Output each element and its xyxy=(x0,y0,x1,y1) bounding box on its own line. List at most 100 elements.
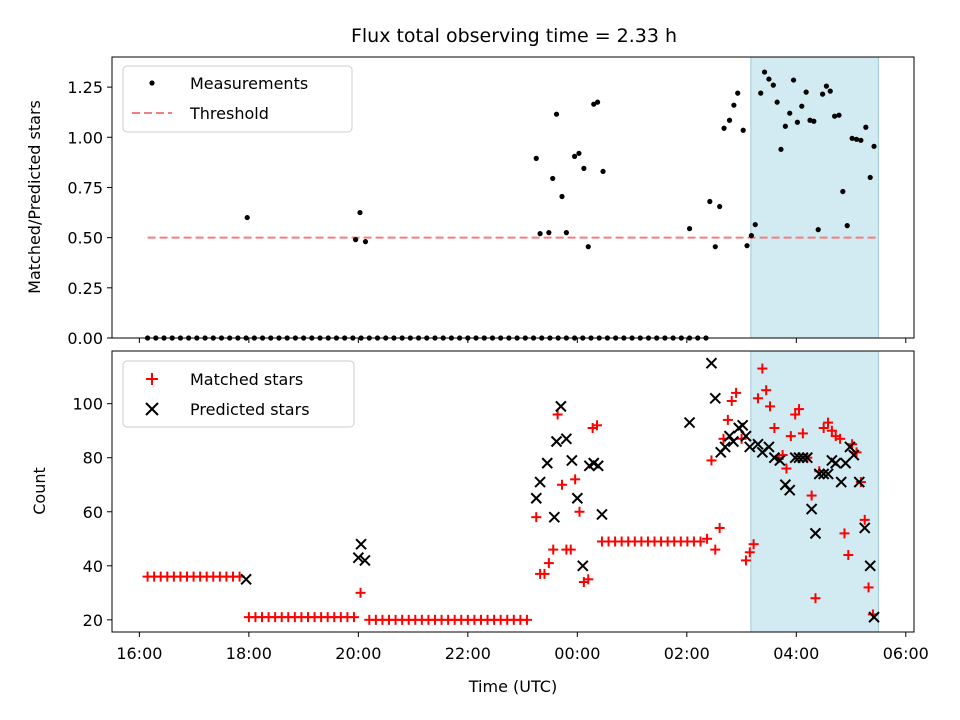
top-observing-span xyxy=(750,56,879,339)
predicted-star-marker xyxy=(719,441,731,453)
predicted-star-marker xyxy=(859,522,871,534)
matched-star-marker xyxy=(539,568,550,579)
bottom-y-tick-label: 20 xyxy=(83,611,103,630)
predicted-star-marker xyxy=(548,511,561,523)
predicted-star-marker xyxy=(723,430,736,442)
measurement-point xyxy=(553,111,560,117)
matched-star-marker xyxy=(843,549,854,560)
matched-star-marker xyxy=(521,614,532,625)
predicted-star-marker xyxy=(736,419,749,432)
measurement-point xyxy=(761,69,768,75)
predicted-star-marker xyxy=(830,457,842,469)
predicted-star-marker xyxy=(817,468,830,480)
predicted-star-marker xyxy=(534,476,546,488)
matched-star-marker xyxy=(710,544,721,555)
matched-star-marker xyxy=(543,558,554,569)
predicted-star-marker xyxy=(844,441,856,453)
matched-star-marker xyxy=(765,401,776,412)
legend-measurements-label: Measurements xyxy=(190,74,308,93)
measurement-point xyxy=(546,230,552,236)
matched-star-marker xyxy=(823,417,834,428)
matched-star-marker xyxy=(761,385,772,396)
measurement-point xyxy=(871,143,877,149)
measurement-point xyxy=(537,231,543,237)
predicted-star-marker xyxy=(853,476,865,488)
matched-star-marker xyxy=(826,425,837,436)
bottom-axes-frame xyxy=(111,350,915,633)
predicted-star-marker xyxy=(596,508,608,521)
legend-matched-marker xyxy=(146,373,158,385)
x-tick-label: 06:00 xyxy=(883,644,929,663)
predicted-star-marker xyxy=(744,441,756,453)
matched-star-marker xyxy=(556,479,567,490)
measurement-point xyxy=(571,153,578,159)
predicted-star-marker xyxy=(868,611,880,623)
measurement-point xyxy=(585,244,591,250)
measurement-point xyxy=(858,137,864,143)
measurement-point xyxy=(849,135,855,141)
measurement-point xyxy=(832,113,838,119)
predicted-star-marker xyxy=(801,452,813,464)
predicted-star-marker xyxy=(763,441,775,453)
measurement-point xyxy=(840,188,846,195)
measurement-point xyxy=(803,89,809,95)
measurement-point xyxy=(766,76,772,82)
matched-star-marker xyxy=(757,363,768,374)
matched-star-marker xyxy=(790,409,801,420)
predicted-star-marker xyxy=(752,438,764,450)
measurement-point xyxy=(707,198,713,205)
measurement-point xyxy=(815,227,821,233)
measurement-point xyxy=(533,155,539,161)
matched-star-marker xyxy=(806,490,817,501)
predicted-star-marker xyxy=(809,527,822,540)
x-tick-label: 00:00 xyxy=(554,644,600,663)
matched-star-marker xyxy=(706,455,717,466)
measurement-point xyxy=(819,91,826,97)
matched-star-marker xyxy=(731,387,742,398)
measurement-point xyxy=(827,88,833,94)
matched-star-marker xyxy=(835,433,846,444)
matched-star-marker xyxy=(583,574,594,585)
predicted-star-marker xyxy=(352,551,365,564)
predicted-star-marker xyxy=(355,538,367,550)
matched-star-marker xyxy=(859,514,870,525)
measurement-point xyxy=(591,101,597,107)
measurement-point xyxy=(744,243,750,249)
measurement-point xyxy=(576,150,582,156)
measurement-point xyxy=(787,110,793,116)
matched-star-marker xyxy=(548,544,559,555)
predicted-star-marker xyxy=(566,454,578,467)
matched-star-marker xyxy=(726,395,737,406)
measurement-point xyxy=(362,239,369,245)
matched-star-marker xyxy=(740,555,751,566)
matched-star-marker xyxy=(744,547,755,558)
bottom-y-ticks: 20 40 60 80 100 xyxy=(72,395,112,630)
measurement-point xyxy=(594,99,601,105)
measurement-points xyxy=(144,69,877,341)
predicted-star-marker xyxy=(784,484,796,496)
matched-star-marker xyxy=(348,612,359,623)
matched-star-marker xyxy=(781,463,792,474)
measurement-point xyxy=(686,226,693,232)
measurement-point xyxy=(782,123,788,129)
top-y-ticks: 0.00 0.25 0.50 0.75 1.00 1.25 xyxy=(67,78,112,348)
legend-measurement-marker xyxy=(149,80,155,86)
predicted-star-marker xyxy=(592,460,604,472)
predicted-star-marker xyxy=(571,492,584,504)
matched-star-marker xyxy=(574,506,585,517)
predicted-star-marker xyxy=(774,454,786,467)
bottom-legend-box xyxy=(122,360,355,428)
matched-star-marker xyxy=(863,582,874,593)
matched-star-marker xyxy=(565,544,576,555)
matched-star-marker xyxy=(785,431,796,442)
matched-star-marker xyxy=(855,477,866,488)
bottom-y-axis-label: Count xyxy=(30,467,49,515)
top-y-tick-label: 1.00 xyxy=(67,128,103,147)
predicted-star-marker xyxy=(813,468,825,480)
x-tick-label: 18:00 xyxy=(226,644,272,663)
legend-predicted-marker xyxy=(145,402,159,416)
matched-star-marker xyxy=(570,474,581,485)
predicted-star-marker xyxy=(530,492,542,504)
matched-star-marker xyxy=(818,423,829,434)
predicted-star-marker xyxy=(555,400,567,413)
